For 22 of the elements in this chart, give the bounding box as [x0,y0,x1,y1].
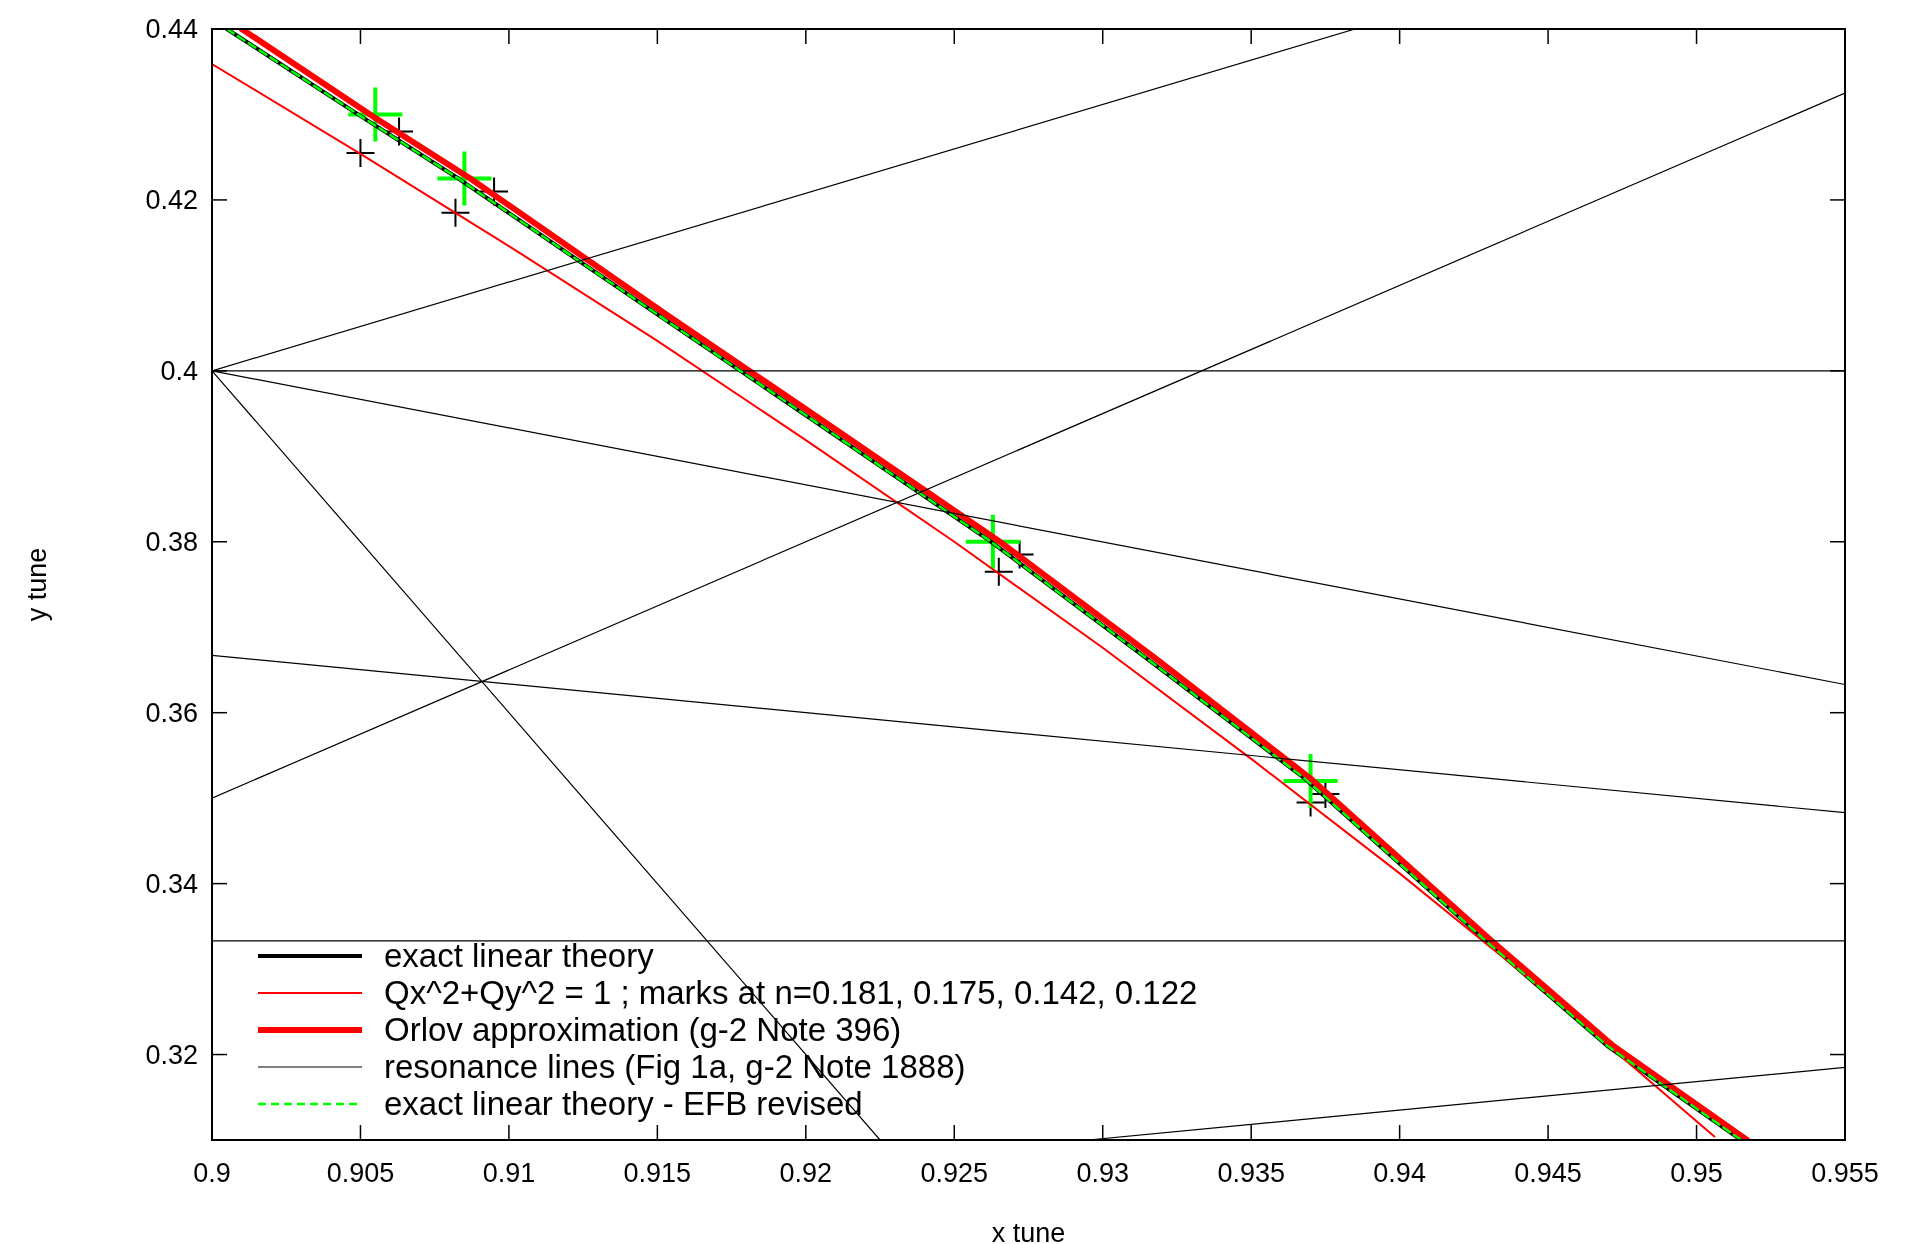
x-tick-label: 0.935 [1217,1158,1285,1188]
x-tick-label: 0.915 [623,1158,692,1188]
y-tick-label: 0.36 [145,697,198,728]
y-tick-label: 0.42 [145,184,198,215]
x-tick-label: 0.945 [1514,1158,1582,1188]
y-axis-title: y tune [22,547,52,622]
x-tick-label: 0.9 [193,1158,231,1188]
x-tick-label: 0.92 [779,1158,833,1188]
x-tick-label: 0.93 [1076,1158,1130,1188]
x-tick-label: 0.905 [326,1158,395,1188]
x-tick-label: 0.94 [1373,1158,1426,1188]
y-tick-label: 0.34 [145,868,198,899]
x-tick-label: 0.955 [1811,1158,1879,1188]
y-tick-label: 0.4 [160,355,198,386]
y-tick-label: 0.44 [145,14,198,44]
y-tick-label: 0.32 [145,1039,198,1070]
x-axis-title: x tune [991,1218,1066,1244]
x-tick-label: 0.91 [482,1158,536,1188]
x-tick-label: 0.925 [920,1158,989,1188]
x-tick-label: 0.95 [1670,1158,1723,1188]
y-tick-label: 0.38 [145,526,198,557]
legend-label: exact linear theory [384,937,655,974]
